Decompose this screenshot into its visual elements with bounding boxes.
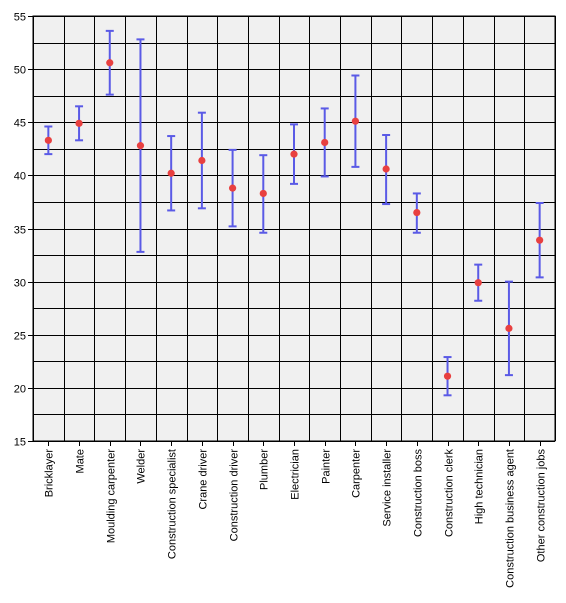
y-tick-label: 45	[14, 118, 26, 130]
y-tick-label: 55	[14, 12, 26, 24]
mean-point	[259, 189, 267, 198]
y-tick-label: 40	[14, 171, 26, 183]
x-tick-label: Carpenter	[351, 449, 363, 498]
mean-point	[167, 169, 175, 177]
mean-point	[321, 138, 329, 147]
x-tick-label: Plumber	[259, 449, 271, 490]
x-tick-label: Construction specialist	[167, 449, 179, 559]
x-tick-label: High technician	[474, 449, 486, 524]
y-tick-label: 20	[14, 384, 26, 396]
x-tick-label: Crane driver	[198, 449, 210, 510]
mean-point	[474, 279, 482, 287]
x-tick-label: Service installer	[382, 449, 394, 527]
x-tick-label: Construction clerk	[444, 449, 456, 538]
mean-point	[536, 236, 544, 244]
plot-background	[32, 15, 556, 442]
x-tick-label: Mate	[75, 449, 87, 473]
y-axis: 15 20 25 30 35 40 45 50 55	[14, 12, 33, 449]
x-axis: Bricklayer Mate Moulding carpenter Welder Co…	[44, 441, 548, 588]
y-tick-label: 25	[14, 331, 26, 343]
y-tick-label: 30	[14, 278, 26, 290]
mean-point	[44, 136, 52, 144]
y-tick-label: 50	[14, 65, 26, 77]
mean-point	[413, 208, 421, 217]
mean-point	[75, 119, 83, 127]
x-tick-label: Bricklayer	[44, 449, 56, 498]
mean-point	[351, 117, 360, 125]
mean-markers	[44, 59, 544, 380]
x-tick-label: Construction boss	[413, 449, 425, 538]
mean-point	[382, 165, 390, 173]
vertical-gridlines	[33, 16, 556, 441]
mean-point	[198, 156, 206, 165]
horizontal-gridlines	[33, 16, 555, 442]
y-tick-label: 35	[14, 225, 26, 237]
mean-point	[443, 372, 452, 380]
x-tick-label: Construction business agent	[505, 449, 517, 588]
x-tick-label: Electrician	[290, 449, 302, 500]
mean-point	[106, 59, 114, 67]
mean-point	[505, 324, 513, 332]
y-tick-label: 15	[14, 437, 26, 449]
mean-point	[228, 184, 237, 192]
x-tick-label: Painter	[321, 449, 333, 484]
x-tick-label: Construction driver	[229, 449, 241, 542]
x-tick-label: Moulding carpenter	[106, 449, 118, 544]
x-tick-label: Other construction jobs	[536, 449, 548, 563]
x-tick-label: Welder	[136, 449, 148, 484]
mean-point	[136, 142, 145, 150]
mean-point	[290, 150, 298, 158]
